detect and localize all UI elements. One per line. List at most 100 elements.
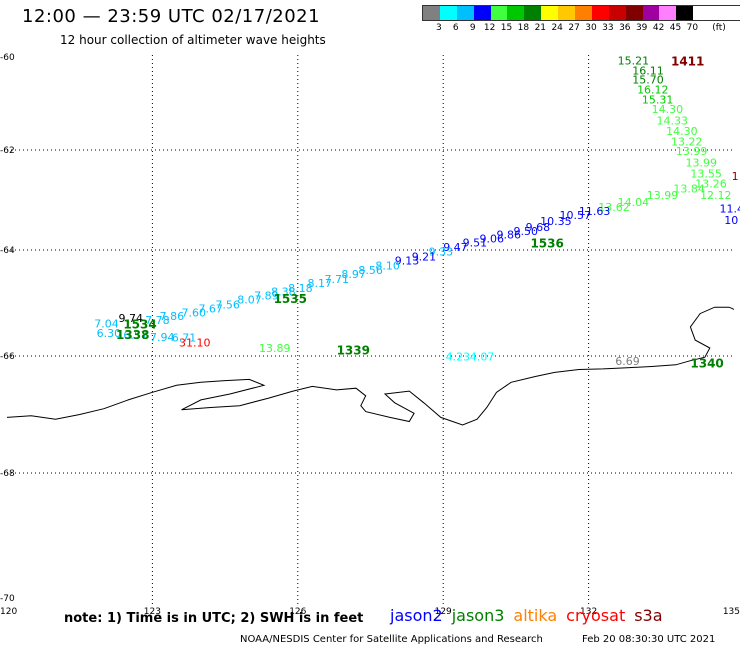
legend-swatch-14	[659, 6, 677, 20]
wave-height-label-48: 7.94	[150, 331, 175, 344]
wave-height-label-53: 4.07	[470, 351, 495, 364]
legend-swatch-13	[642, 6, 660, 20]
satellite-s3a: s3a	[634, 606, 663, 625]
wave-height-label-15: 13.99	[647, 189, 679, 202]
wave-height-label-57: 10	[724, 214, 738, 227]
pass-time-label-1535: 1535	[274, 292, 307, 306]
color-legend: (ft) 3 6 9 12 15 18 21 24 27 30 33 36 39 42 45 70	[422, 5, 740, 35]
wave-height-label-7: 14.30	[666, 125, 698, 138]
coastline	[6, 306, 735, 426]
legend-tick-45: 45	[669, 23, 682, 33]
pass-time-label-1340: 1340	[690, 357, 723, 371]
map-subtitle: 12 hour collection of altimeter wave hei…	[60, 33, 326, 47]
wave-height-label-21: 9.68	[526, 221, 551, 234]
y-tick--60: -60	[0, 53, 15, 63]
wave-height-label-44: 9.74	[118, 312, 142, 325]
legend-tick-70: 70	[686, 23, 699, 33]
wave-height-label-25: 9.51	[463, 237, 488, 250]
legend-tick-36: 36	[619, 23, 631, 33]
legend-swatch-12	[625, 6, 643, 20]
legend-tick-30: 30	[585, 23, 597, 33]
wave-height-label-40: 7.67	[198, 303, 223, 316]
legend-unit: (ft)	[712, 23, 726, 33]
map-title: 12:00 — 23:59 UTC 02/17/2021	[22, 6, 321, 27]
satellite-altika: altika	[513, 606, 558, 625]
wave-height-label-10: 13.99	[686, 157, 718, 170]
y-tick--70: -70	[0, 594, 15, 604]
satellite-jason2: jason2	[390, 606, 443, 625]
legend-swatch-3	[473, 6, 491, 20]
legend-tick-33: 33	[602, 23, 614, 33]
legend-swatch-0	[423, 6, 440, 20]
wave-height-label-32: 8.97	[341, 268, 366, 281]
legend-tick-21: 21	[534, 23, 547, 33]
legend-swatch-10	[591, 6, 609, 20]
wave-height-label-1: 16.11	[632, 65, 664, 78]
wave-height-label-13: 12.12	[700, 189, 732, 202]
satellite-cryosat: cryosat	[566, 606, 626, 625]
wave-height-label-9: 13.99	[676, 145, 708, 158]
wave-height-label-38: 8.07	[237, 294, 262, 307]
wave-height-label-43: 7.78	[145, 314, 170, 327]
wave-height-label-26: 9.47	[443, 241, 468, 254]
x-tick-129: 129	[435, 607, 452, 617]
legend-swatch-2	[456, 6, 474, 20]
wave-height-label-12: 13.26	[695, 178, 727, 191]
wave-height-label-11: 13.55	[690, 168, 722, 181]
wave-height-label-41: 7.60	[181, 306, 206, 319]
wave-height-label-45: 7.04	[94, 317, 119, 330]
wave-height-label-37: 7.89	[254, 289, 279, 302]
x-tick-123: 123	[144, 607, 161, 617]
legend-swatch-9	[575, 6, 592, 20]
generation-timestamp: Feb 20 08:30:30 UTC 2021	[582, 634, 716, 645]
wave-height-label-39: 7.56	[215, 298, 240, 311]
wave-height-label-18: 11.63	[579, 205, 611, 218]
credit-line: NOAA/NESDIS Center for Satellite Applica…	[240, 634, 543, 645]
y-tick--64: -64	[0, 246, 15, 256]
legend-tick-12: 12	[483, 23, 496, 33]
wave-height-label-29: 9.13	[395, 254, 420, 267]
legend-tick-15: 15	[500, 23, 513, 33]
legend-tick-24: 24	[551, 23, 563, 33]
wave-height-label-24: 9.06	[480, 233, 505, 246]
wave-height-label-50: 31.10	[179, 336, 211, 349]
footnote: note: 1) Time is in UTC; 2) SWH is in fe…	[64, 611, 364, 626]
wave-height-label-31: 8.56	[358, 264, 383, 277]
y-tick--66: -66	[0, 352, 15, 362]
wave-height-label-49: 6.71	[172, 332, 197, 345]
legend-tick-42: 42	[652, 23, 665, 33]
wave-height-label-28: 9.21	[412, 251, 437, 264]
wave-height-label-16: 14.04	[618, 196, 650, 209]
legend-swatch-8	[558, 6, 576, 20]
legend-swatch-7	[541, 6, 559, 20]
wave-height-label-27: 9.33	[429, 245, 454, 258]
wave-height-label-46: 6.30	[97, 327, 122, 340]
wave-height-label-23: 9.86	[497, 229, 521, 242]
x-tick-126: 126	[289, 607, 306, 617]
wave-height-label-14: 13.84	[673, 183, 705, 196]
legend-swatch-15	[676, 6, 694, 20]
wave-height-label-6: 14.33	[656, 114, 688, 127]
legend-swatch-1	[439, 6, 457, 20]
legend-ticks: (ft) 3 6 9 12 15 18 21 24 27 30 33 36 39 42 45 70	[422, 21, 740, 35]
wave-height-label-17: 13.62	[598, 201, 630, 214]
wave-height-label-51: 13.89	[259, 342, 291, 355]
pass-time-label-1339: 1339	[337, 343, 370, 357]
wave-height-label-35: 8.18	[288, 282, 313, 295]
pass-time-label-1411: 1411	[671, 54, 704, 68]
pass-time-label-1338: 1338	[116, 328, 149, 342]
legend-swatch-5	[507, 6, 525, 20]
wave-height-label-30: 8.10	[375, 260, 400, 273]
legend-tick-9: 9	[469, 23, 476, 33]
x-tick-120: 120	[0, 607, 17, 617]
wave-height-label-22: 9.50	[513, 225, 538, 238]
wave-height-label-42: 7.86	[160, 310, 185, 323]
legend-swatch-4	[490, 6, 508, 20]
wave-height-label-19: 10.57	[560, 209, 592, 222]
satellite-jason3: jason3	[451, 606, 505, 625]
legend-tick-18: 18	[517, 23, 530, 33]
legend-tick-3: 3	[436, 23, 442, 33]
wave-height-label-4: 15.31	[642, 94, 674, 107]
satellite-legend: jason2 jason3 altika cryosat s3a	[390, 606, 672, 625]
